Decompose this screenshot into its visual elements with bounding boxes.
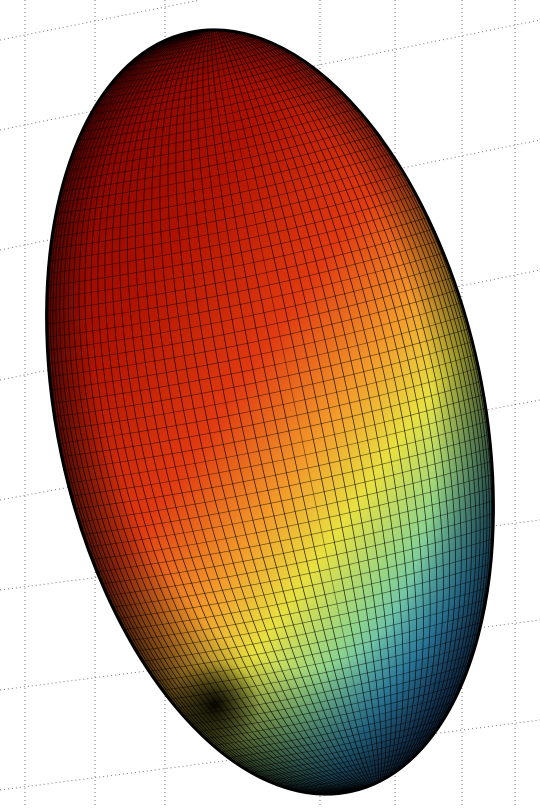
page: (() => { JSON.parse(document.getElementB…	[0, 0, 540, 808]
ellipsoid-outline	[0, 0, 540, 808]
grid-line	[0, 0, 200, 40]
ellipsoid	[0, 0, 540, 808]
surface-plot	[0, 0, 540, 808]
